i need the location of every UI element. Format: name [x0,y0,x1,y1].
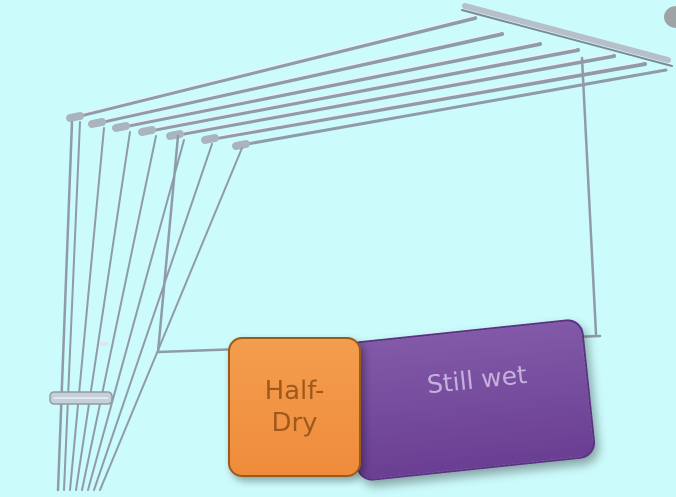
still-wet-card: Still wet [343,317,597,483]
gray-circle-marker [664,6,676,28]
half-dry-card: Half- Dry [228,337,361,477]
half-dry-label: Half- Dry [264,375,325,439]
still-wet-label: Still wet [425,360,529,400]
